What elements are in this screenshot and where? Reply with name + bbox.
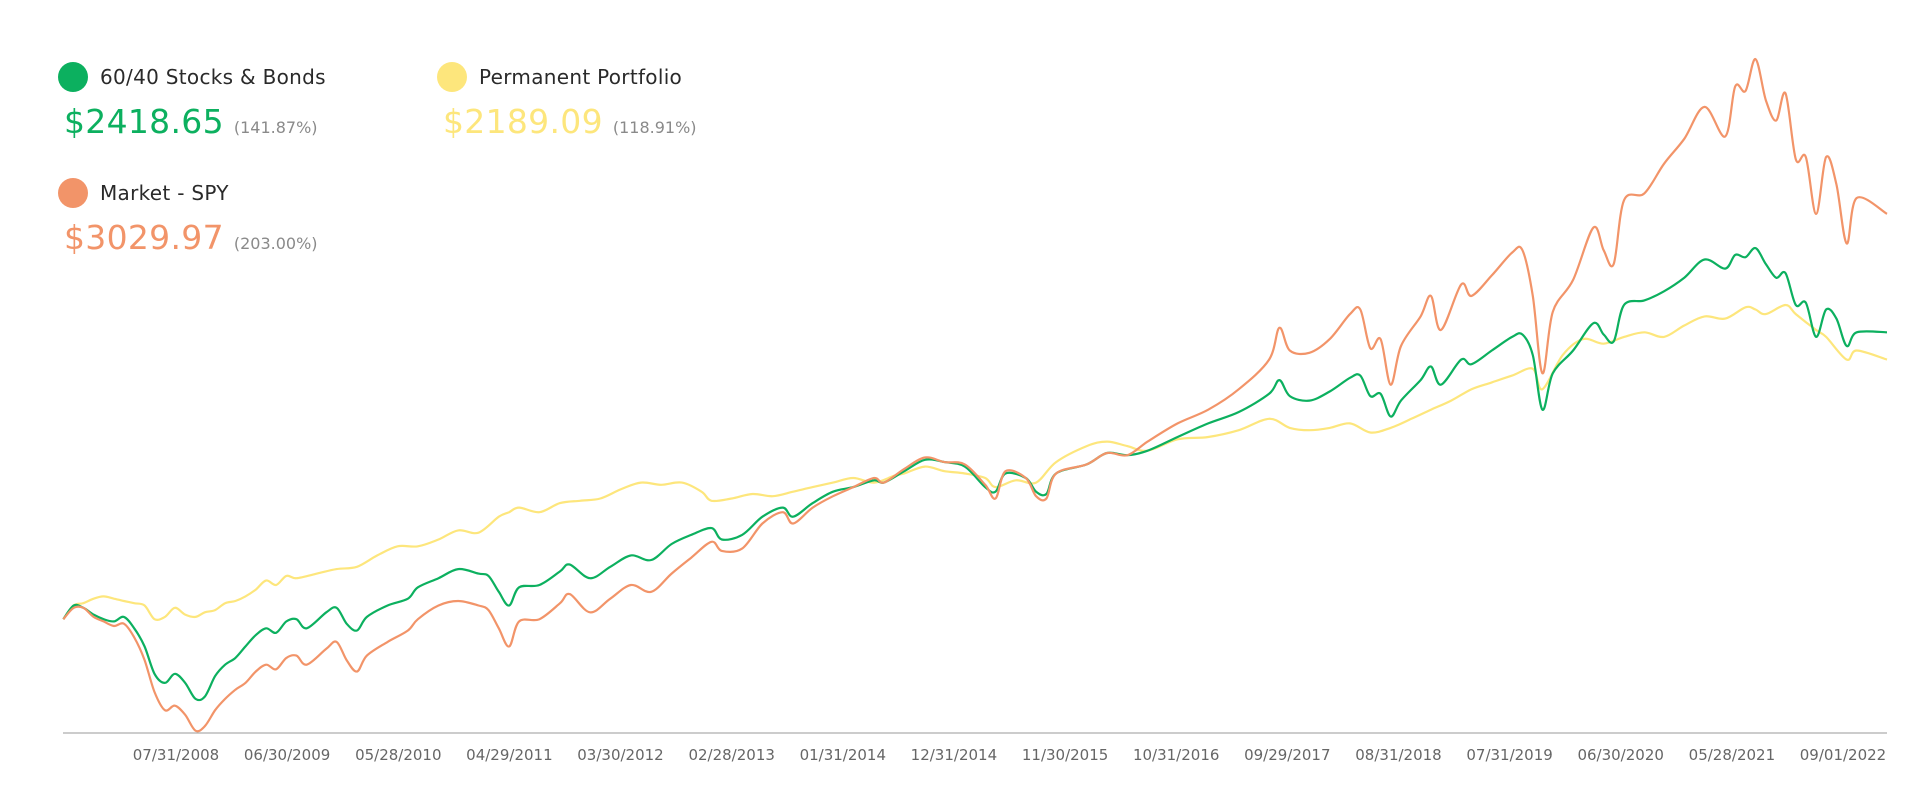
x-tick-label: 03/30/2012 (577, 746, 663, 764)
x-tick-label: 05/28/2021 (1689, 746, 1775, 764)
legend-series-pct: (203.00%) (233, 234, 318, 253)
legend-series-name: Permanent Portfolio (479, 65, 683, 89)
x-tick-label: 06/30/2009 (244, 746, 330, 764)
legend-item-permanent[interactable]: Permanent Portfolio $2189.09 (118.91%) (437, 62, 697, 141)
x-tick-label: 04/29/2011 (466, 746, 552, 764)
x-tick-label: 02/28/2013 (688, 746, 774, 764)
x-tick-label: 09/01/2022 (1800, 746, 1886, 764)
series-layer (62, 57, 1888, 733)
legend-series-value: $2189.09 (443, 102, 603, 141)
x-tick-label: 12/31/2014 (911, 746, 997, 764)
x-tick-label: 07/31/2008 (133, 746, 219, 764)
series-line-market-spy[interactable] (62, 57, 1888, 733)
legend-series-name: 60/40 Stocks & Bonds (100, 65, 326, 89)
x-tick-label: 05/28/2010 (355, 746, 441, 764)
x-tick-label: 01/31/2014 (800, 746, 886, 764)
legend-series-pct: (141.87%) (233, 118, 318, 137)
x-tick-label: 11/30/2015 (1022, 746, 1108, 764)
legend-series-value: $2418.65 (64, 102, 224, 141)
legend-series-value: $3029.97 (64, 218, 224, 257)
series-color-dot-permanent (437, 62, 467, 92)
series-color-dot-6040 (58, 62, 88, 92)
legend-item-spy[interactable]: Market - SPY $3029.97 (203.00%) (58, 178, 318, 257)
x-axis-ticks: 07/31/2008 06/30/2009 05/28/2010 04/29/2011… (133, 746, 1886, 764)
series-line-permanent-portfolio[interactable] (62, 303, 1888, 622)
legend-series-pct: (118.91%) (612, 118, 697, 137)
x-tick-label: 10/31/2016 (1133, 746, 1219, 764)
x-tick-label: 09/29/2017 (1244, 746, 1330, 764)
legend-series-name: Market - SPY (100, 181, 229, 205)
series-color-dot-spy (58, 178, 88, 208)
x-tick-label: 08/31/2018 (1355, 746, 1441, 764)
legend-item-6040[interactable]: 60/40 Stocks & Bonds $2418.65 (141.87%) (58, 62, 326, 141)
x-tick-label: 07/31/2019 (1466, 746, 1552, 764)
x-tick-label: 06/30/2020 (1577, 746, 1663, 764)
